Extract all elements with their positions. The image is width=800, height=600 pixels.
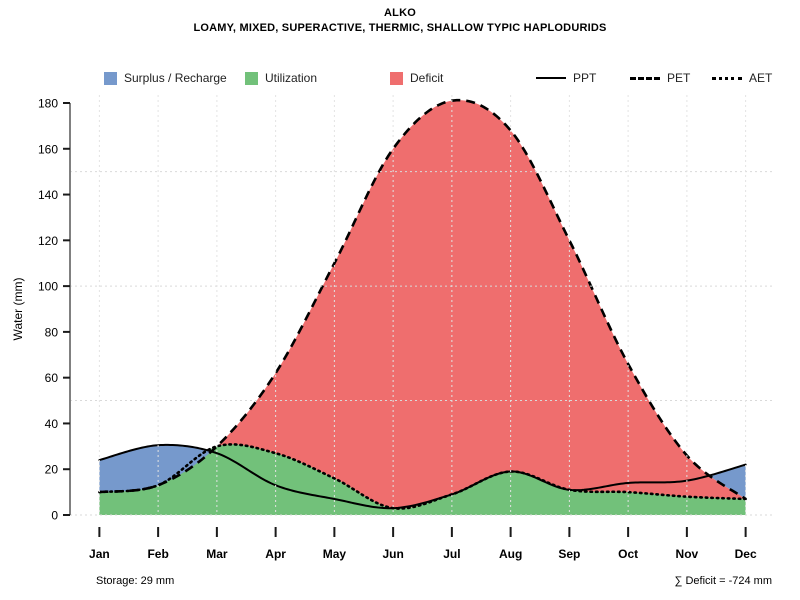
page-title: ALKO — [384, 7, 416, 19]
y-axis-tick-label: 40 — [45, 417, 59, 431]
utilization-color-swatch — [245, 71, 258, 85]
dotted-line-icon — [712, 72, 742, 84]
title-block: ALKO LOAMY, MIXED, SUPERACTIVE, THERMIC,… — [0, 6, 800, 36]
dashed-line-icon — [630, 72, 660, 84]
y-axis-title: Water (mm) — [11, 278, 25, 341]
storage-annotation: Storage: 29 mm — [96, 575, 174, 587]
surplus-color-swatch — [104, 71, 117, 85]
x-axis-tick-label: Jul — [443, 547, 460, 561]
x-axis-tick-label: Jan — [89, 547, 110, 561]
x-axis-tick-label: Apr — [265, 547, 286, 561]
y-axis-tick-label: 60 — [45, 371, 59, 385]
x-axis-tick-label: May — [323, 547, 347, 561]
x-axis-tick-label: Oct — [618, 547, 638, 561]
x-axis-tick-label: Jun — [382, 547, 403, 561]
x-axis-tick-label: Nov — [676, 547, 699, 561]
page-subtitle: LOAMY, MIXED, SUPERACTIVE, THERMIC, SHAL… — [193, 22, 607, 34]
legend-item-aet: AET — [712, 68, 772, 88]
x-axis-tick-label: Mar — [206, 547, 228, 561]
legend-item-pet: PET — [630, 68, 690, 88]
deficit-color-swatch — [390, 71, 403, 85]
y-axis-tick-label: 120 — [38, 234, 58, 248]
solid-line-icon — [536, 72, 566, 84]
legend-label-deficit: Deficit — [410, 71, 444, 85]
y-axis-tick-label: 80 — [45, 325, 59, 339]
legend-item-utilization: Utilization — [245, 68, 317, 88]
y-axis-tick-label: 0 — [51, 509, 58, 523]
y-axis-tick-label: 160 — [38, 142, 58, 156]
legend-label-aet: AET — [749, 71, 773, 85]
deficit-total-annotation: ∑ Deficit = -724 mm — [675, 575, 772, 587]
legend-label-surplus: Surplus / Recharge — [124, 71, 227, 85]
x-axis-tick-label: Dec — [735, 547, 757, 561]
x-axis-tick-label: Feb — [147, 547, 168, 561]
legend-item-deficit: Deficit — [390, 68, 443, 88]
x-axis-tick-label: Sep — [558, 547, 580, 561]
legend-item-surplus: Surplus / Recharge — [104, 68, 227, 88]
y-axis-tick-label: 180 — [38, 97, 58, 111]
legend-label-ppt: PPT — [573, 71, 597, 85]
legend-label-pet: PET — [667, 71, 691, 85]
x-axis-tick-label: Aug — [499, 547, 522, 561]
legend-item-ppt: PPT — [536, 68, 596, 88]
y-axis-tick-label: 100 — [38, 280, 58, 294]
chart-legend: Surplus / Recharge Utilization Deficit P… — [0, 68, 800, 90]
y-axis-tick-label: 20 — [45, 463, 59, 477]
y-axis-tick-label: 140 — [38, 188, 58, 202]
legend-label-utilization: Utilization — [265, 71, 318, 85]
